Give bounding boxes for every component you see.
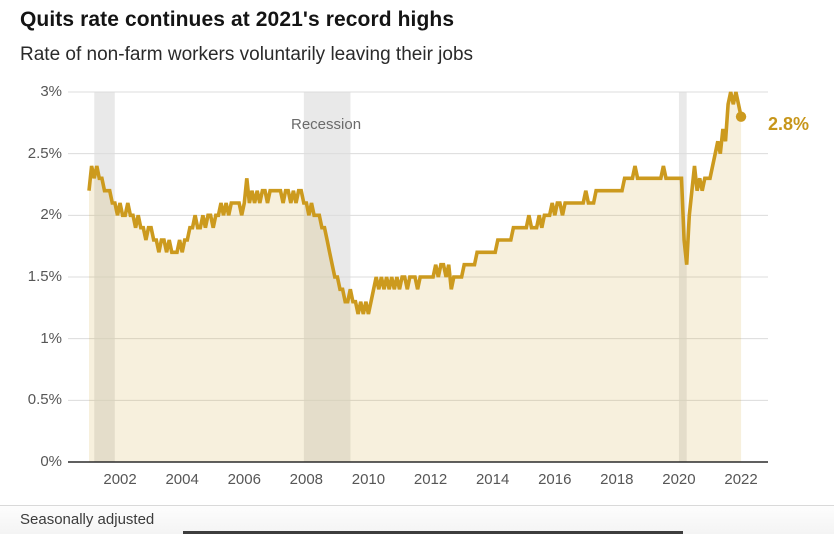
x-tick-label: 2018 [600, 471, 634, 488]
recession-annotation: Recession [291, 116, 362, 133]
x-tick-label: 2008 [289, 471, 324, 488]
y-tick-label: 2.5% [27, 144, 62, 162]
y-tick-label: 2% [40, 206, 62, 224]
y-tick-label: 0.5% [27, 391, 62, 409]
x-tick-label: 2006 [227, 471, 261, 488]
footer-divider [0, 505, 834, 506]
y-tick-label: 3% [40, 83, 62, 100]
chart-subtitle: Rate of non-farm workers voluntarily lea… [20, 44, 474, 65]
x-tick-label: 2016 [538, 471, 572, 488]
y-tick-label: 1% [40, 329, 62, 347]
latest-value-label: 2.8% [768, 113, 810, 134]
end-point-dot [735, 111, 747, 122]
x-tick-label: 2010 [351, 471, 386, 488]
x-tick-label: 2020 [662, 471, 696, 488]
x-tick-label: 2014 [475, 471, 510, 488]
area-fill [89, 92, 742, 462]
seasonally-adjusted-note: Seasonally adjusted [20, 511, 155, 528]
y-tick-label: 1.5% [27, 268, 62, 285]
page-title: Quits rate continues at 2021's record hi… [20, 8, 455, 31]
y-tick-label: 0% [40, 453, 62, 470]
x-tick-label: 2002 [103, 471, 137, 488]
x-tick-label: 2004 [165, 471, 199, 488]
x-tick-label: 2022 [724, 471, 758, 488]
bottom-scrub-bar [183, 531, 683, 534]
footer: Seasonally adjusted [0, 506, 834, 534]
quits-rate-line [87, 91, 743, 315]
x-tick-label: 2012 [413, 471, 448, 488]
